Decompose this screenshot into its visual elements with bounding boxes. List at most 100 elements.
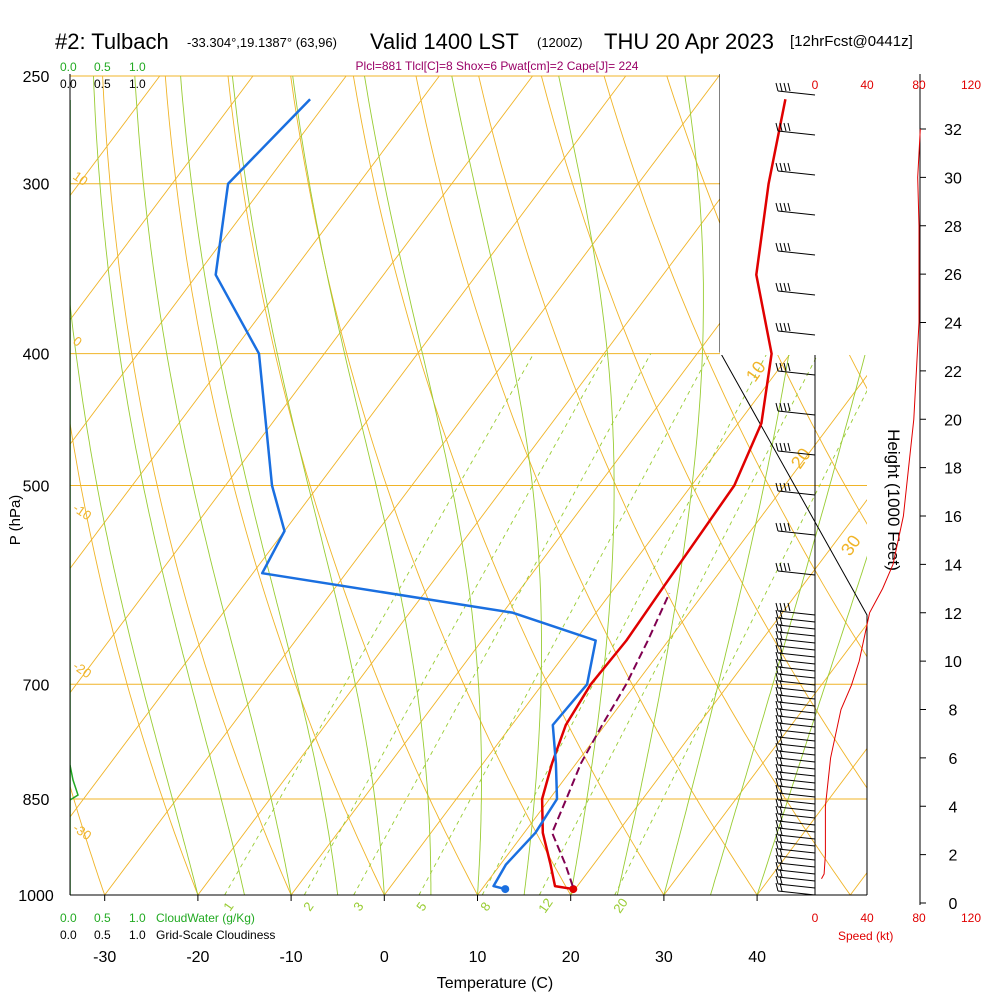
barb-shaft: [777, 694, 816, 700]
barb-flag: [783, 162, 787, 172]
isotherm--20: [197, 75, 813, 895]
cloudiness-label: Grid-Scale Cloudiness: [156, 928, 275, 942]
barb-flag: [775, 882, 779, 892]
barb-shaft: [777, 680, 816, 686]
height-tick-label: 8: [949, 703, 958, 720]
isotherm--50: [70, 75, 533, 694]
wind-barb: [775, 162, 816, 176]
barb-shaft: [777, 645, 816, 651]
barb-shaft: [777, 743, 816, 749]
barb-flag: [779, 602, 783, 612]
wind-barb: [775, 562, 816, 576]
barb-flag: [775, 402, 779, 412]
barb-shaft: [777, 617, 816, 623]
barb-flag: [775, 623, 779, 633]
barb-shaft: [777, 848, 816, 854]
mixing-ratio-line: [224, 353, 535, 895]
barb-flag: [787, 82, 791, 92]
barb-shaft: [777, 708, 816, 714]
x-axis-ticks: -30 -20 -10 0 10 20 30 40: [93, 895, 766, 966]
isotherm-label: 20: [787, 444, 815, 472]
valid-date: THU 20 Apr 2023: [604, 29, 774, 54]
barb-flag: [775, 630, 779, 640]
isotherm--40: [70, 75, 627, 818]
chart-header: #2: Tulbach -33.304°,19.1387° (63,96) Va…: [0, 0, 1000, 60]
mixing-ratio-line: [353, 353, 652, 895]
wind-barb: [775, 282, 816, 296]
barb-shaft: [777, 530, 816, 536]
barb-flag: [779, 162, 783, 172]
isotherm-0: [383, 250, 867, 895]
barb-flag: [787, 602, 791, 612]
barb-flag: [787, 122, 791, 132]
barb-flag: [775, 282, 779, 292]
cloud-tick-bottom-1: 0.5: [94, 911, 111, 925]
height-tick-label: 6: [949, 751, 958, 768]
barb-flag: [783, 322, 787, 332]
height-tick-label: 14: [944, 557, 962, 574]
speed-axis-label: Speed (kt): [838, 929, 893, 943]
barb-shaft: [777, 330, 816, 336]
barb-flag: [775, 609, 779, 619]
barb-flag: [775, 122, 779, 132]
moist-adiabat-25: [616, 75, 704, 895]
barb-shaft: [777, 673, 816, 679]
barb-shaft: [777, 701, 816, 707]
dry-adiabat--10: [102, 75, 292, 895]
cloud-tick-top-1: 0.5: [94, 60, 111, 74]
barb-shaft: [777, 855, 816, 861]
wind-barb: [775, 442, 816, 456]
barb-flag: [783, 82, 787, 92]
barb-flag: [775, 658, 779, 668]
moist-adiabat-35: [710, 345, 867, 895]
barb-shaft: [777, 624, 816, 630]
barb-flag: [775, 812, 779, 822]
dry-adiabat-label: -20: [70, 658, 94, 681]
isotherm--70: [70, 75, 347, 445]
cloudwater-label: CloudWater (g/Kg): [156, 911, 255, 925]
dry-adiabat-label: -30: [70, 820, 94, 843]
barb-flag: [775, 637, 779, 647]
barb-flag: [775, 868, 779, 878]
barb-flag: [783, 442, 787, 452]
dry-adiabat-120: [918, 76, 1000, 895]
dewpoint-surface-marker: [501, 885, 510, 894]
mixing-ratio-line: [481, 353, 768, 895]
barb-flag: [787, 482, 791, 492]
mixing-ratio-label: 20: [610, 895, 631, 915]
barb-shaft: [777, 715, 816, 721]
barb-shaft: [777, 869, 816, 875]
barb-shaft: [777, 170, 816, 176]
barb-flag: [775, 522, 779, 532]
temperature-line: [540, 98, 787, 891]
barb-flag: [779, 442, 783, 452]
height-axis-label: Height (1000 Feet): [884, 429, 903, 571]
barb-flag: [775, 651, 779, 661]
x-tick-label: 20: [562, 949, 580, 966]
barb-flag: [783, 282, 787, 292]
barb-flag: [775, 714, 779, 724]
barb-shaft: [777, 687, 816, 693]
mixing-ratio-label: 3: [350, 899, 366, 914]
profile-lines: [70, 98, 787, 895]
barb-flag: [775, 728, 779, 738]
barb-shaft: [777, 764, 816, 770]
barb-flag: [787, 402, 791, 412]
barb-flag: [787, 322, 791, 332]
barb-shaft: [777, 778, 816, 784]
barb-flag: [775, 805, 779, 815]
barb-shaft: [777, 883, 816, 889]
forecast-info: [12hrFcst@0441z]: [790, 33, 913, 50]
barb-shaft: [777, 841, 816, 847]
moist-adiabat-20: [558, 75, 615, 895]
speed-tick-bottom: 40: [860, 911, 874, 925]
barb-shaft: [777, 610, 816, 616]
barb-flag: [775, 442, 779, 452]
barb-flag: [779, 202, 783, 212]
barb-flag: [775, 362, 779, 372]
barb-flag: [775, 833, 779, 843]
barb-flag: [779, 362, 783, 372]
barb-shaft: [777, 250, 816, 256]
speed-tick-top: 80: [912, 78, 926, 92]
barb-flag: [775, 482, 779, 492]
